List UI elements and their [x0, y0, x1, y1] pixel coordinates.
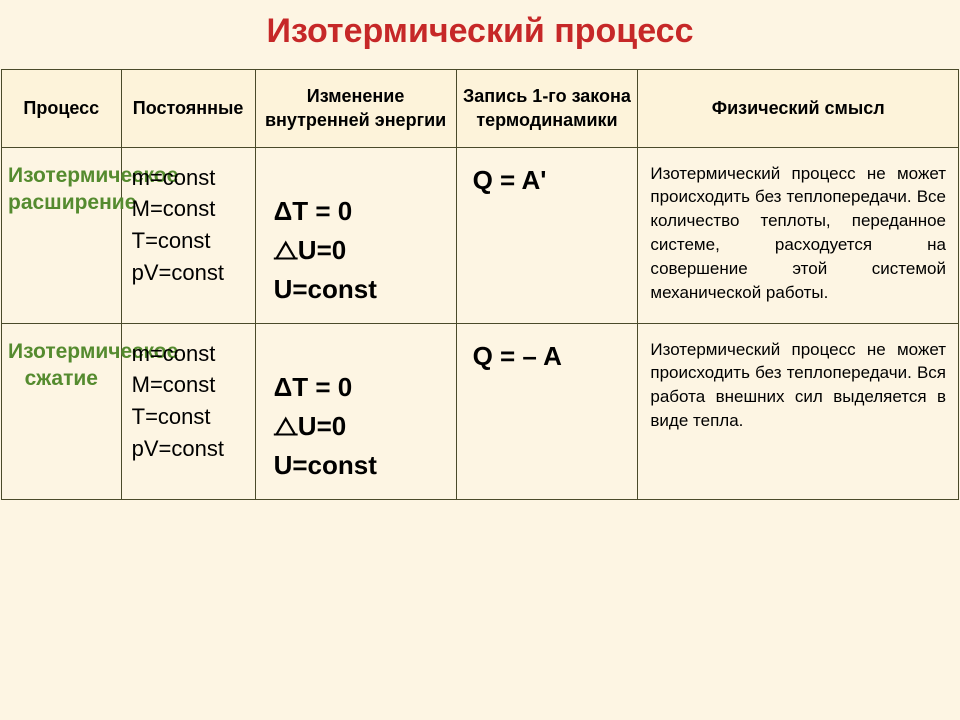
energy-du: ⧍U=0	[274, 407, 446, 446]
header-constants: Постоянные	[121, 70, 255, 148]
energy-du: ⧍U=0	[274, 231, 446, 270]
cell-law: Q = A'	[456, 147, 638, 323]
cell-law: Q = – A	[456, 323, 638, 499]
process-table: Процесс Постоянные Изменение внутренней …	[1, 69, 959, 500]
page-title: Изотермический процесс	[0, 12, 960, 51]
table-row: Изотермическое сжатие m=constM=constT=co…	[2, 323, 959, 499]
table-row: Изотермическое расширение m=constM=const…	[2, 147, 959, 323]
header-process: Процесс	[2, 70, 122, 148]
header-meaning: Физический смысл	[638, 70, 959, 148]
cell-energy: ΔT = 0 ⧍U=0 U=const	[255, 147, 456, 323]
cell-meaning: Изотермический процесс не может происход…	[638, 323, 959, 499]
header-energy: Изменение внутренней энергии	[255, 70, 456, 148]
energy-u: U=const	[274, 270, 446, 309]
header-law: Запись 1-го закона термодинамики	[456, 70, 638, 148]
cell-meaning: Изотермический процесс не может происход…	[638, 147, 959, 323]
cell-process: Изотермическое сжатие	[2, 323, 122, 499]
cell-constants: m=constM=constT=constpV=const	[121, 147, 255, 323]
cell-constants: m=constM=constT=constpV=const	[121, 323, 255, 499]
energy-dt: ΔT = 0	[274, 368, 446, 407]
cell-energy: ΔT = 0 ⧍U=0 U=const	[255, 323, 456, 499]
cell-process: Изотермическое расширение	[2, 147, 122, 323]
energy-dt: ΔT = 0	[274, 192, 446, 231]
header-row: Процесс Постоянные Изменение внутренней …	[2, 70, 959, 148]
energy-u: U=const	[274, 446, 446, 485]
